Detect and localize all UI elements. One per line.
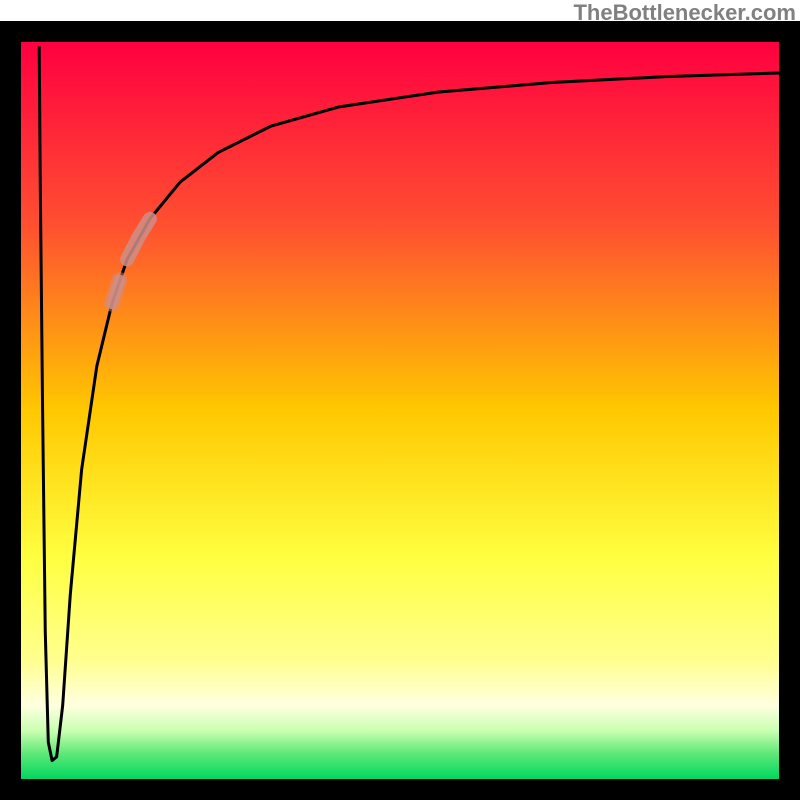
chart-background <box>21 42 779 779</box>
highlight-dot-inner <box>112 280 120 304</box>
bottleneck-chart <box>0 0 800 800</box>
chart-container: TheBottlenecker.com <box>0 0 800 800</box>
watermark-text: TheBottlenecker.com <box>573 0 796 26</box>
